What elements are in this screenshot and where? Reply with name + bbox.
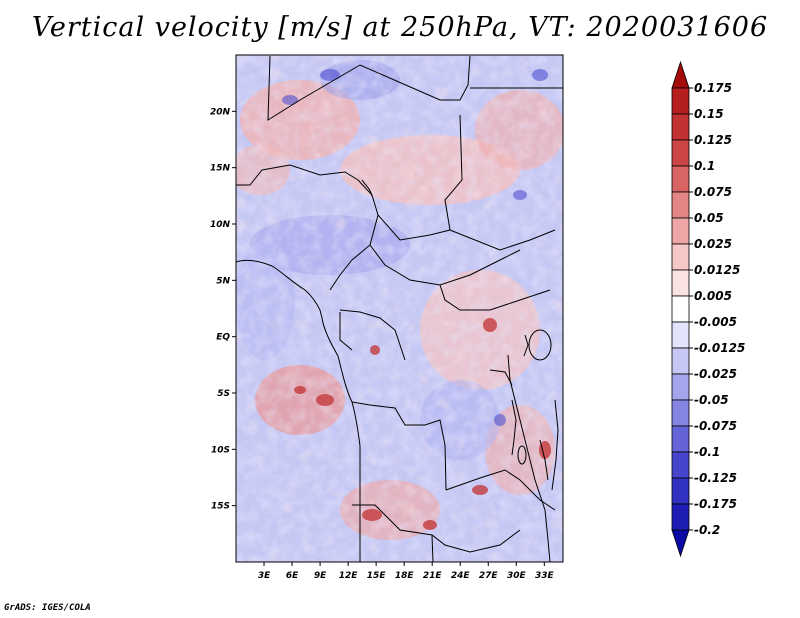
lon-tick-label: 3E xyxy=(258,571,271,581)
colorbar-label: -0.025 xyxy=(694,367,737,381)
lon-tick-label: 24E xyxy=(451,571,471,581)
colorbar-segment xyxy=(671,191,690,219)
great-lakes xyxy=(361,179,552,481)
colorbar-top-arrow xyxy=(671,60,690,89)
colorbar-segment xyxy=(671,269,690,297)
colorbar-segment xyxy=(671,451,690,479)
lon-tick-label: 6E xyxy=(286,571,299,581)
lon-tick-label: 9E xyxy=(314,571,327,581)
colorbar-segment xyxy=(671,87,690,115)
strong-ascent-cells xyxy=(294,318,551,530)
colorbar-label: 0.075 xyxy=(694,185,732,199)
lon-tick-label: 27E xyxy=(479,571,499,581)
colorbar-label: -0.1 xyxy=(694,445,720,459)
lon-tick-label: 33E xyxy=(535,571,555,581)
colorbar-label: 0.175 xyxy=(694,81,732,95)
colorbar-segment xyxy=(671,243,690,271)
strong-descent-cells xyxy=(282,69,548,426)
colorbar-segment xyxy=(671,399,690,427)
colorbar-segment xyxy=(671,321,690,349)
colorbar-bottom-arrow xyxy=(671,529,690,558)
colorbar-segment xyxy=(671,373,690,401)
longitude-axis: 3E 6E 9E 12E 15E 18E 21E 24E 27E 30E 33E xyxy=(258,562,555,581)
vertical-velocity-field xyxy=(236,55,563,562)
colorbar: 0.175 0.15 0.125 0.1 0.075 0.05 0.025 0.0125 0.0… xyxy=(671,60,745,558)
colorbar-segment xyxy=(671,217,690,245)
lat-tick-label: 5S xyxy=(217,389,230,399)
colorbar-label: -0.0125 xyxy=(694,341,745,355)
lat-tick-label: 15S xyxy=(211,502,230,512)
lat-tick-label: 15N xyxy=(210,164,231,174)
colorbar-label: 0.15 xyxy=(694,107,724,121)
lon-tick-label: 21E xyxy=(423,571,443,581)
colorbar-label: 0.1 xyxy=(694,159,715,173)
lon-tick-label: 12E xyxy=(339,571,359,581)
latitude-axis: 20N 15N 10N 5N EQ 5S 10S 15S xyxy=(210,107,236,512)
colorbar-label: -0.005 xyxy=(694,315,737,329)
colorbar-label: 0.05 xyxy=(694,211,724,225)
lon-tick-label: 18E xyxy=(395,571,415,581)
colorbar-label: -0.125 xyxy=(694,471,737,485)
lat-tick-label: 20N xyxy=(210,107,231,117)
colorbar-label: 0.025 xyxy=(694,237,732,251)
lon-tick-label: 15E xyxy=(367,571,387,581)
lon-tick-label: 30E xyxy=(507,571,527,581)
coastlines-and-borders xyxy=(236,55,563,562)
map-title: Vertical velocity [m/s] at 250hPa, VT: 2… xyxy=(31,12,769,43)
colorbar-label: 0.0125 xyxy=(694,263,740,277)
colorbar-label: 0.005 xyxy=(694,289,732,303)
colorbar-label: -0.05 xyxy=(694,393,729,407)
colorbar-segment xyxy=(671,347,690,375)
map-frame xyxy=(235,54,564,563)
grads-credit: GrADS: IGES/COLA xyxy=(4,603,91,613)
colorbar-segment xyxy=(671,113,690,141)
colorbar-segment xyxy=(671,139,690,167)
lat-tick-label: 5N xyxy=(216,276,230,286)
lat-tick-label: 10N xyxy=(210,220,231,230)
colorbar-label: -0.175 xyxy=(694,497,737,511)
colorbar-label: 0.125 xyxy=(694,133,732,147)
colorbar-segment xyxy=(671,165,690,193)
colorbar-label: -0.2 xyxy=(694,523,720,537)
lat-tick-label: EQ xyxy=(216,333,230,343)
colorbar-segment xyxy=(671,425,690,453)
colorbar-segment xyxy=(671,295,690,323)
colorbar-segment xyxy=(671,477,690,505)
lat-tick-label: 10S xyxy=(211,445,230,455)
colorbar-label: -0.075 xyxy=(694,419,737,433)
colorbar-segment xyxy=(671,503,690,531)
